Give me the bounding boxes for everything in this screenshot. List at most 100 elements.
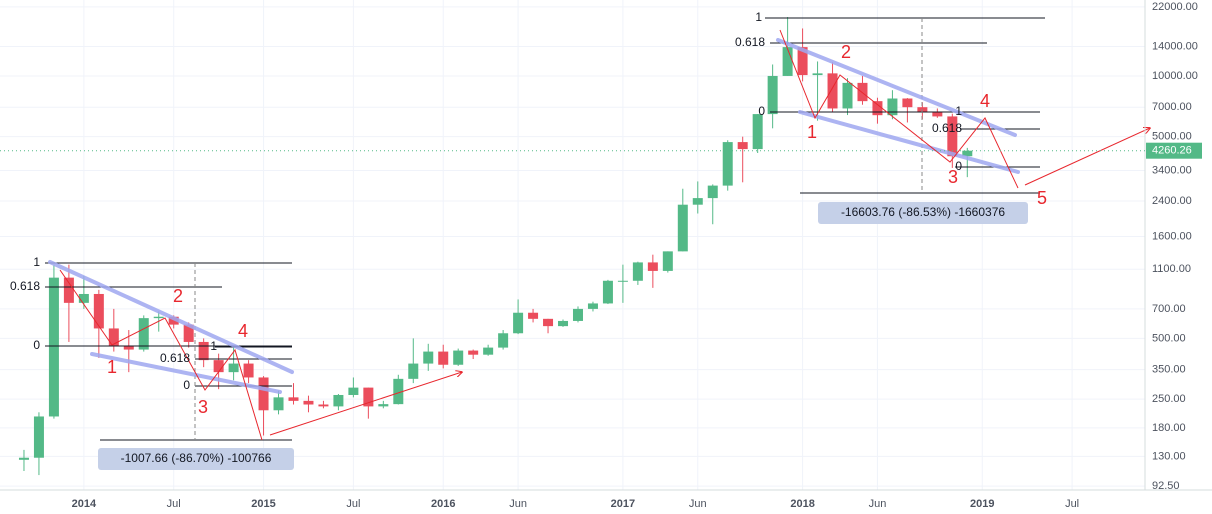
candle-body: [707, 185, 718, 199]
wave-label: 3: [948, 167, 958, 187]
last-price-label: 4260.26: [1152, 145, 1192, 157]
candle-body: [543, 318, 554, 327]
candle-body: [587, 303, 598, 309]
wave-label: 4: [238, 321, 248, 341]
candle-body: [872, 101, 883, 116]
candle-body: [273, 397, 284, 411]
candle-body: [318, 404, 329, 407]
fib-label: 0: [955, 159, 962, 173]
candle-body: [453, 350, 464, 365]
candle-body: [947, 116, 958, 157]
candle-body: [243, 363, 254, 378]
fib-label: 1: [955, 104, 962, 118]
fib-lines: [45, 17, 1045, 441]
fib-label: 0.618: [160, 351, 190, 365]
candle-body: [902, 98, 913, 108]
candle-body: [78, 293, 89, 303]
candle-body: [33, 416, 44, 458]
candle-body: [647, 262, 658, 271]
x-tick-label: Jul: [1065, 498, 1079, 510]
candle-body: [752, 114, 763, 150]
candle-body: [363, 387, 374, 407]
y-tick-label: 14000.00: [1152, 40, 1198, 52]
candle-body: [483, 347, 494, 355]
candle-body: [572, 308, 583, 321]
drawings: 1 0.618 0 1 0.618 0 1 2 3 4 -1007.66 (-8…: [10, 10, 1150, 470]
candle-body: [168, 316, 179, 325]
candle-body: [438, 351, 449, 365]
fib-label: 0.618: [10, 279, 40, 293]
wave-label: 1: [107, 357, 117, 377]
candle-body: [767, 75, 778, 115]
x-tick-label: Jul: [167, 498, 181, 510]
x-tick-label: 2019: [970, 498, 994, 510]
candle-body: [198, 341, 209, 361]
candle-body: [213, 360, 224, 373]
y-tick-label: 700.00: [1152, 303, 1186, 315]
candle-body: [63, 277, 74, 303]
last-price-box: [1146, 142, 1202, 159]
candle-body: [393, 378, 404, 405]
measure-label: -16603.76 (-86.53%) -1660376: [841, 205, 1005, 219]
fib-label: 0.618: [735, 35, 765, 49]
y-tick-label: 92.50: [1152, 480, 1180, 492]
candle-body: [258, 377, 269, 411]
measure-label: -1007.66 (-86.70%) -100766: [121, 451, 272, 465]
candle-body: [932, 112, 943, 117]
candle-body: [423, 351, 434, 364]
candles: [18, 17, 973, 476]
candle-body: [498, 333, 509, 348]
candle-body: [93, 293, 104, 329]
candle-body: [18, 457, 29, 460]
fib-label: 0: [183, 378, 190, 392]
wave-label: 5: [1037, 188, 1047, 208]
candle-body: [797, 47, 808, 76]
y-tick-label: 350.00: [1152, 364, 1186, 376]
y-tick-label: 180.00: [1152, 422, 1186, 434]
wave-label: 4: [980, 91, 990, 111]
fib-label: 1: [210, 339, 217, 353]
y-tick-label: 5000.00: [1152, 131, 1192, 143]
candle-body: [602, 280, 613, 304]
y-tick-label: 22000.00: [1152, 1, 1198, 13]
candle-body: [737, 142, 748, 150]
candle-body: [827, 73, 838, 109]
wave-label: 2: [841, 42, 851, 62]
candle-body: [722, 142, 733, 186]
candle-body: [153, 316, 164, 319]
candle-body: [513, 312, 524, 334]
candle-body: [408, 363, 419, 379]
y-tick-label: 500.00: [1152, 332, 1186, 344]
candle-body: [782, 47, 793, 76]
y-tick-label: 7000.00: [1152, 101, 1192, 113]
candle-body: [887, 98, 898, 116]
wave-label: 3: [198, 397, 208, 417]
fib-label: 0: [758, 104, 765, 118]
x-tick-label: Jul: [346, 498, 360, 510]
x-tick-label: Jun: [509, 498, 527, 510]
candle-body: [333, 394, 344, 407]
candle-body: [617, 280, 628, 282]
x-tick-label: 2018: [790, 498, 814, 510]
candle-body: [348, 387, 359, 395]
fib-label: 0: [33, 338, 40, 352]
candle-body: [183, 324, 194, 342]
x-tick-label: 2015: [251, 498, 275, 510]
channel-lines: [48, 38, 1020, 394]
candle-body: [108, 328, 119, 346]
candle-body: [857, 82, 868, 102]
y-tick-label: 2400.00: [1152, 195, 1192, 207]
y-tick-label: 130.00: [1152, 450, 1186, 462]
candle-body: [123, 345, 134, 350]
candle-body: [812, 73, 823, 76]
candle-body: [677, 204, 688, 252]
x-tick-label: 2017: [611, 498, 635, 510]
fib-label: 0.618: [932, 121, 962, 135]
x-tick-label: 2016: [431, 498, 455, 510]
candle-body: [48, 277, 59, 417]
measure-lines: [194, 18, 923, 440]
x-tick-label: 2014: [72, 498, 97, 510]
measure-box: [98, 448, 294, 470]
